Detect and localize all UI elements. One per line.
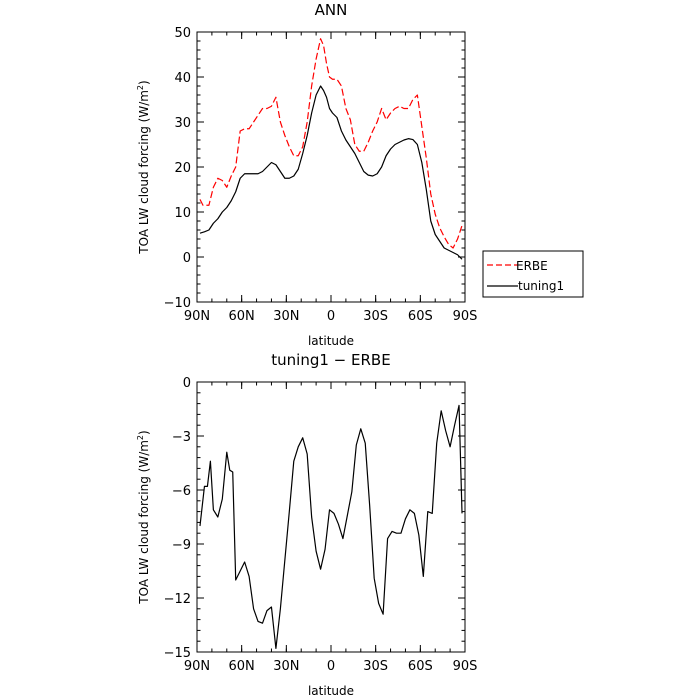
legend: ERBE tuning1 <box>482 250 584 298</box>
top-x-axis-label: latitude <box>308 334 354 348</box>
series-line-erbe <box>199 38 463 249</box>
series-line-panel1-series0 <box>199 404 463 650</box>
x-tick-label: 30N <box>273 309 299 324</box>
top-ticks: −10 0 10 20 30 40 50 90N 60N 30N 0 30S 60S 90S <box>164 26 478 324</box>
top-plot-frame <box>196 31 466 303</box>
legend-box <box>482 250 584 298</box>
legend-label-tuning1: tuning1 <box>518 279 564 293</box>
y-tick-label: −3 <box>172 430 191 445</box>
y-tick-label: −9 <box>172 538 191 553</box>
bottom-y-axis-label: TOA LW cloud forcing (W/m2) <box>136 430 151 604</box>
bottom-panel-title: tuning1 − ERBE <box>271 351 390 369</box>
x-tick-label: 90S <box>453 309 478 324</box>
bottom-panel: tuning1 − ERBE −15 −12 −9 −6 −3 0 90N 60N 30N 0 30… <box>136 351 477 698</box>
x-tick-label: 90N <box>184 309 210 324</box>
x-tick-label: 60S <box>408 659 433 674</box>
x-tick-label: 30S <box>363 309 388 324</box>
y-tick-label: 10 <box>174 206 191 221</box>
bottom-y-axis-label-main: TOA LW cloud forcing (W/m <box>137 440 151 605</box>
x-tick-label: 30N <box>273 659 299 674</box>
bottom-y-axis-label-tail: ) <box>137 430 151 435</box>
legend-label-erbe: ERBE <box>516 259 548 273</box>
x-tick-label: 90S <box>453 659 478 674</box>
y-tick-label: −10 <box>164 296 191 311</box>
top-panel: ANN −10 0 10 20 30 40 50 90N 60N 30N 0 30S 60S 90S la… <box>136 1 477 348</box>
y-tick-label: 20 <box>174 161 191 176</box>
x-tick-label: 90N <box>184 659 210 674</box>
top-series <box>199 38 463 260</box>
y-tick-label: −15 <box>164 646 191 661</box>
x-tick-label: 60S <box>408 309 433 324</box>
bottom-series <box>199 404 463 650</box>
y-tick-label: 40 <box>174 71 191 86</box>
x-tick-label: 60N <box>229 309 255 324</box>
y-tick-label: −6 <box>172 484 191 499</box>
top-y-axis-label-tail: ) <box>137 80 151 85</box>
top-y-axis-label-main: TOA LW cloud forcing (W/m <box>137 90 151 255</box>
x-tick-label: 30S <box>363 659 388 674</box>
bottom-ticks: −15 −12 −9 −6 −3 0 90N 60N 30N 0 30S 60S 90S <box>164 376 478 674</box>
top-panel-title: ANN <box>315 1 348 19</box>
y-tick-label: 50 <box>174 26 191 41</box>
y-tick-label: 0 <box>183 376 191 391</box>
bottom-y-axis-label-sup: 2 <box>136 435 145 440</box>
x-tick-label: 0 <box>327 659 335 674</box>
top-y-axis-label: TOA LW cloud forcing (W/m2) <box>136 80 151 254</box>
y-tick-label: 30 <box>174 116 191 131</box>
y-tick-label: −12 <box>164 592 191 607</box>
top-y-axis-label-sup: 2 <box>136 85 145 90</box>
x-tick-label: 60N <box>229 659 255 674</box>
x-tick-label: 0 <box>327 309 335 324</box>
bottom-x-axis-label: latitude <box>308 684 354 698</box>
bottom-plot-frame <box>196 381 466 653</box>
series-line-tuning1 <box>199 85 463 260</box>
y-tick-label: 0 <box>183 251 191 266</box>
